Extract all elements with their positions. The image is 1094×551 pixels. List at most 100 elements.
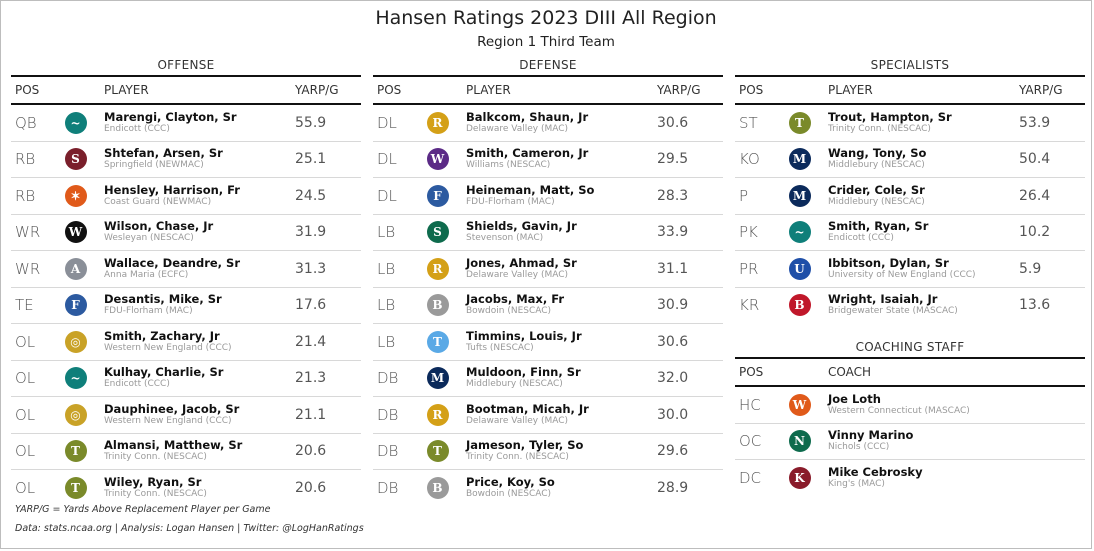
- table-row: OL T Wiley, Ryan, Sr Trinity Conn. (NESCAC)…: [11, 470, 361, 506]
- player-cell: Ibbitson, Dylan, Sr University of New Eng…: [824, 256, 1019, 281]
- row-yarp: 29.6: [657, 443, 689, 460]
- table-row: RB ✶ Hensley, Harrison, Fr Coast Guard (NEW…: [11, 178, 361, 215]
- row-yarp: 30.6: [657, 333, 689, 350]
- player-cell: Wilson, Chase, Jr Wesleyan (NESCAC): [100, 220, 295, 244]
- table-row: DB B Price, Koy, So Bowdoin (NESCAC) 28.9: [373, 470, 723, 506]
- player-cell: Balkcom, Shaun, Jr Delaware Valley (MAC): [462, 109, 657, 135]
- logo-cell: T: [51, 476, 100, 499]
- row-yarp: 33.9: [657, 224, 689, 241]
- player-name: Wang, Tony, So: [828, 146, 927, 161]
- player-team: Delaware Valley (MAC): [466, 123, 569, 134]
- logo-cell: T: [51, 440, 100, 463]
- row-pos: PR: [739, 259, 759, 278]
- row-yarp: 28.3: [657, 187, 689, 204]
- table-body: QB ~ Marengi, Clayton, Sr Endicott (CCC) 55.…: [11, 105, 361, 506]
- table-row: DB T Jameson, Tyler, So Trinity Conn. (NESC…: [373, 434, 723, 470]
- endicott-gull-icon: ~: [64, 367, 87, 390]
- player-name: Wiley, Ryan, Sr: [104, 474, 202, 489]
- table-row: OL ◎ Smith, Zachary, Jr Western New England…: [11, 324, 361, 361]
- table-row: P M Crider, Cole, Sr Middlebury (NESCAC) 26.…: [735, 178, 1085, 215]
- header-player: PLAYER: [104, 83, 149, 97]
- player-name: Mike Cebrosky: [828, 464, 923, 479]
- delval-ram-icon: R: [426, 257, 449, 280]
- table-row: KO M Wang, Tony, So Middlebury (NESCAC) 50.4: [735, 142, 1085, 178]
- player-team: Wesleyan (NESCAC): [104, 233, 194, 244]
- row-yarp: 31.9: [295, 224, 327, 241]
- player-cell: Desantis, Mike, Sr FDU-Florham (MAC): [100, 293, 295, 317]
- player-team: Endicott (CCC): [104, 123, 170, 134]
- player-team: Delaware Valley (MAC): [466, 269, 569, 280]
- row-pos: WR: [15, 259, 41, 278]
- row-pos: DB: [377, 405, 399, 424]
- table-header: POS COACH: [735, 357, 1085, 387]
- row-yarp: 29.5: [657, 151, 689, 168]
- logo-cell: F: [413, 184, 462, 207]
- logo-cell: R: [413, 403, 462, 426]
- player-name: Heineman, Matt, So: [466, 182, 595, 197]
- row-pos: HC: [739, 395, 761, 414]
- player-team: Western New England (CCC): [104, 415, 232, 426]
- logo-cell: ~: [775, 221, 824, 244]
- row-pos: OL: [15, 478, 36, 497]
- endicott-gull-icon: ~: [64, 111, 87, 134]
- bowdoin-polar-bear-icon: B: [426, 294, 449, 317]
- logo-cell: W: [775, 393, 824, 416]
- header-player: PLAYER: [828, 83, 873, 97]
- player-cell: Mike Cebrosky King's (MAC): [824, 464, 1085, 490]
- logo-cell: M: [775, 184, 824, 207]
- header-player: PLAYER: [466, 83, 511, 97]
- player-cell: Trout, Hampton, Sr Trinity Conn. (NESCAC): [824, 110, 1019, 135]
- logo-cell: U: [775, 257, 824, 280]
- player-team: Endicott (CCC): [104, 379, 170, 390]
- player-name: Jones, Ahmad, Sr: [466, 255, 577, 270]
- row-yarp: 21.4: [295, 333, 327, 350]
- bridgewater-bear-icon: B: [788, 294, 811, 317]
- logo-cell: S: [413, 221, 462, 244]
- logo-cell: ◎: [51, 330, 100, 353]
- delval-ram-icon: R: [426, 111, 449, 134]
- player-team: Trinity Conn. (NESCAC): [104, 488, 207, 499]
- player-team: Middlebury (NESCAC): [466, 379, 563, 390]
- row-pos: TE: [15, 296, 34, 315]
- logo-cell: R: [413, 111, 462, 134]
- player-name: Desantis, Mike, Sr: [104, 292, 222, 307]
- player-team: Springfield (NEWMAC): [104, 160, 204, 171]
- row-yarp: 13.6: [1019, 297, 1051, 314]
- middlebury-m-icon: M: [788, 148, 811, 171]
- row-pos: P: [739, 186, 749, 205]
- coaching-staff-table: COACHING STAFF POS COACH HC W Joe Loth Western…: [735, 337, 1085, 496]
- table-row: WR A Wallace, Deandre, Sr Anna Maria (ECFC)…: [11, 251, 361, 288]
- header-pos: POS: [739, 365, 764, 379]
- player-name: Shields, Gavin, Jr: [466, 219, 577, 234]
- logo-cell: S: [51, 148, 100, 171]
- row-pos: PK: [739, 223, 758, 242]
- header-yarp: YARP/G: [1019, 83, 1063, 97]
- player-name: Balkcom, Shaun, Jr: [466, 109, 589, 124]
- player-team: Bridgewater State (MASCAC): [828, 306, 958, 317]
- player-name: Jacobs, Max, Fr: [466, 292, 564, 307]
- player-name: Smith, Zachary, Jr: [104, 328, 220, 343]
- player-cell: Vinny Marino Nichols (CCC): [824, 429, 1085, 453]
- wcsu-shield-icon: W: [788, 393, 811, 416]
- middlebury-m-icon: M: [426, 367, 449, 390]
- row-pos: LB: [377, 259, 396, 278]
- section-title: SPECIALISTS: [870, 58, 950, 72]
- player-cell: Dauphinee, Jacob, Sr Western New England …: [100, 402, 295, 427]
- row-pos: WR: [15, 223, 41, 242]
- section-title: DEFENSE: [519, 58, 577, 72]
- player-name: Wilson, Chase, Jr: [104, 219, 214, 234]
- player-cell: Crider, Cole, Sr Middlebury (NESCAC): [824, 183, 1019, 208]
- player-cell: Jacobs, Max, Fr Bowdoin (NESCAC): [462, 293, 657, 317]
- row-yarp: 24.5: [295, 187, 327, 204]
- fdu-devil-icon: F: [426, 184, 449, 207]
- row-pos: OL: [15, 332, 36, 351]
- row-pos: QB: [15, 113, 37, 132]
- player-name: Wright, Isaiah, Jr: [828, 292, 938, 307]
- player-team: Trinity Conn. (NESCAC): [828, 123, 931, 134]
- player-team: FDU-Florham (MAC): [466, 196, 555, 207]
- logo-cell: F: [51, 294, 100, 317]
- logo-cell: B: [775, 294, 824, 317]
- section-title: COACHING STAFF: [855, 340, 965, 354]
- player-team: Williams (NESCAC): [466, 160, 551, 171]
- table-row: LB B Jacobs, Max, Fr Bowdoin (NESCAC) 30.9: [373, 288, 723, 324]
